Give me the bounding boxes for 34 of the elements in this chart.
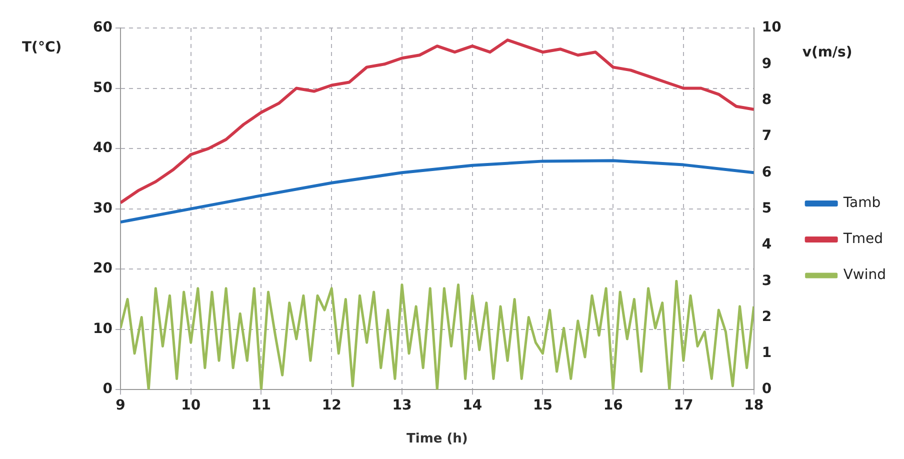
legend-label: Vwind [843, 267, 886, 284]
x-tick-label: 17 [674, 398, 694, 414]
y-tick-label: 50 [93, 80, 113, 96]
y2-tick-label: 5 [762, 200, 772, 216]
x-axis-title: Time (h) [406, 432, 468, 447]
y-axis-title: T(°C) [22, 40, 62, 56]
x-tick-label: 10 [181, 398, 201, 414]
y-tick-label: 60 [93, 20, 113, 36]
y2-tick-label: 4 [762, 236, 772, 253]
x-tick-label: 14 [462, 398, 482, 414]
y2-tick-label: 7 [762, 128, 772, 144]
x-tick-label: 11 [251, 398, 271, 414]
x-tick-label: 12 [322, 398, 342, 414]
y-tick-label: 30 [93, 200, 113, 216]
y-tick-label: 10 [93, 320, 113, 337]
y2-tick-label: 6 [762, 164, 772, 180]
y2-tick-label: 0 [762, 381, 772, 398]
y2-tick-label: 8 [762, 92, 772, 108]
legend-label: Tamb [842, 195, 881, 212]
y2-tick-label: 9 [762, 56, 772, 72]
x-tick-label: 16 [603, 398, 623, 414]
y-tick-label: 0 [102, 381, 113, 398]
y2-axis-title: v(m/s) [802, 44, 852, 61]
x-tick-label: 15 [532, 398, 552, 414]
y2-tick-label: 2 [762, 308, 772, 325]
y-tick-label: 40 [93, 140, 113, 156]
y2-tick-label: 10 [762, 20, 782, 36]
y2-tick-label: 3 [762, 272, 772, 289]
x-tick-label: 18 [744, 398, 764, 414]
y2-tick-label: 1 [762, 345, 772, 362]
legend-label: Tmed [842, 231, 884, 248]
x-tick-label: 13 [392, 398, 412, 414]
y-tick-label: 20 [93, 260, 113, 277]
x-tick-label: 9 [116, 398, 126, 414]
